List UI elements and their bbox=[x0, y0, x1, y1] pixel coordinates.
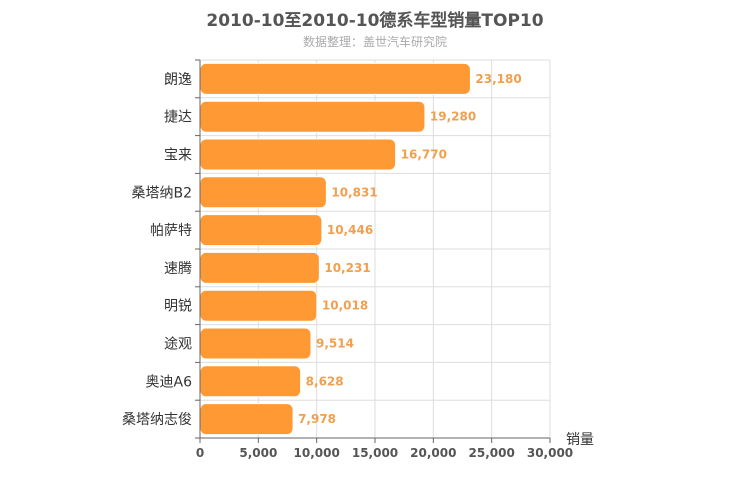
category-label: 桑塔纳B2 bbox=[131, 185, 192, 201]
x-tick-label: 25,000 bbox=[469, 446, 515, 460]
bar bbox=[199, 176, 327, 209]
chart-title: 2010-10至2010-10德系车型销量TOP10 bbox=[206, 11, 544, 31]
category-label: 桑塔纳志俊 bbox=[122, 412, 192, 428]
value-label: 10,831 bbox=[331, 185, 377, 199]
x-tick-label: 20,000 bbox=[410, 446, 456, 460]
x-tick-label: 30,000 bbox=[527, 446, 573, 460]
value-label: 23,180 bbox=[475, 72, 521, 86]
category-label: 速腾 bbox=[164, 260, 192, 277]
x-tick-label: 5,000 bbox=[239, 446, 277, 460]
bar bbox=[199, 138, 397, 171]
category-label: 捷达 bbox=[164, 110, 192, 126]
category-label: 宝来 bbox=[164, 148, 192, 164]
value-label: 10,231 bbox=[324, 261, 370, 275]
bar bbox=[199, 62, 471, 95]
category-label: 帕萨特 bbox=[150, 223, 192, 239]
category-label: 明锐 bbox=[164, 299, 192, 315]
bar bbox=[199, 214, 323, 247]
value-label: 10,018 bbox=[322, 299, 368, 313]
value-label: 10,446 bbox=[327, 223, 373, 237]
value-label: 9,514 bbox=[316, 337, 354, 351]
x-tick-label: 15,000 bbox=[352, 446, 398, 460]
x-tick-label: 0 bbox=[196, 446, 204, 460]
bar bbox=[199, 403, 294, 436]
category-label: 途观 bbox=[164, 336, 192, 353]
category-label: 朗逸 bbox=[164, 72, 192, 88]
bar bbox=[199, 365, 302, 398]
bar bbox=[199, 251, 320, 284]
value-label: 7,978 bbox=[298, 412, 336, 426]
value-label: 8,628 bbox=[306, 374, 344, 388]
bar bbox=[199, 289, 318, 322]
chart-subtitle: 数据整理：盖世汽车研究院 bbox=[302, 35, 447, 49]
category-label: 奥迪A6 bbox=[146, 373, 193, 390]
bar bbox=[199, 100, 426, 133]
value-label: 19,280 bbox=[430, 110, 476, 124]
x-axis-title: 销量 bbox=[566, 432, 594, 448]
x-tick-label: 10,000 bbox=[294, 446, 340, 460]
value-label: 16,770 bbox=[401, 148, 447, 162]
bar bbox=[199, 327, 312, 360]
